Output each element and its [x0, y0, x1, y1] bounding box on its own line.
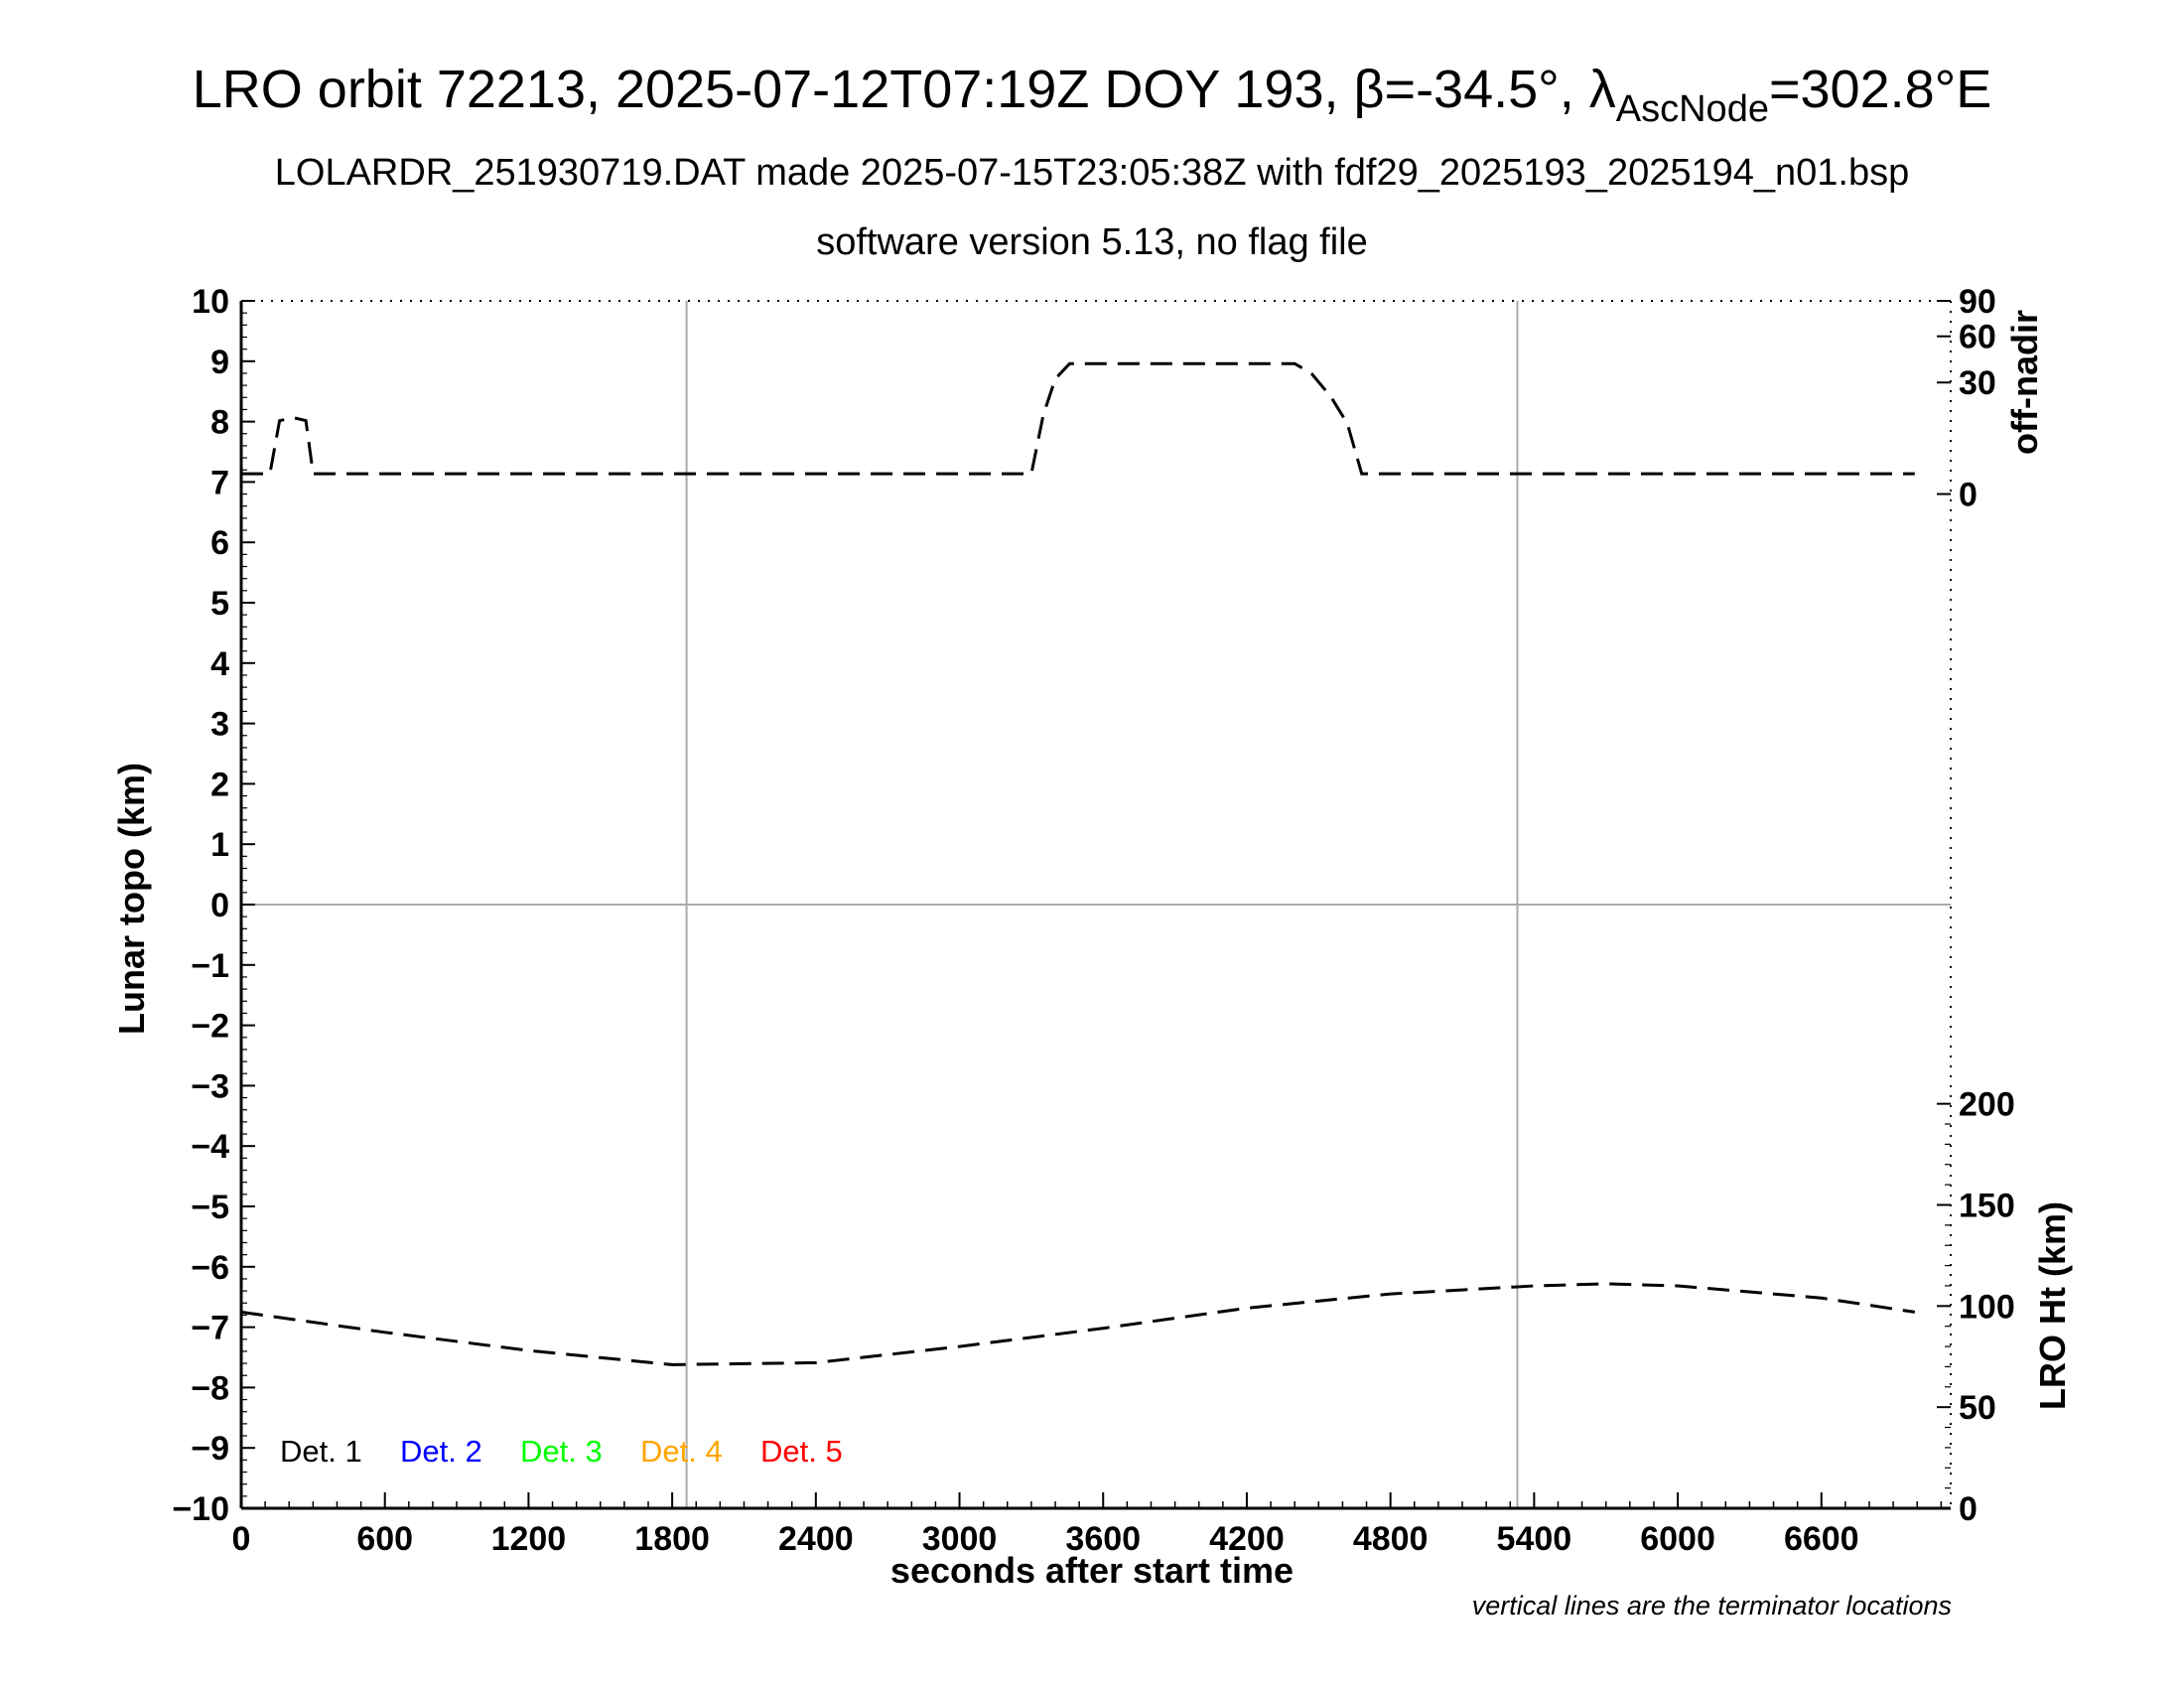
y-tick-label: −9	[191, 1430, 229, 1468]
series-layer	[240, 361, 1916, 1366]
lro-ht-series	[240, 1282, 1916, 1366]
y-tick-label: −1	[191, 947, 229, 985]
off-nadir-tick-label: 90	[1959, 283, 1996, 321]
y-tick-label: −7	[191, 1310, 229, 1347]
y-tick-label: 3	[210, 706, 229, 744]
off-nadir-tick-label: 60	[1959, 319, 1996, 356]
chart-title: LRO orbit 72213, 2025-07-12T07:19Z DOY 1…	[193, 60, 1992, 130]
off-nadir-series	[241, 361, 1915, 476]
x-tick-label: 2400	[778, 1520, 854, 1558]
y-tick-label: 9	[210, 344, 229, 381]
y-tick-label: 2	[210, 766, 229, 803]
x-tick-label: 3600	[1065, 1520, 1141, 1558]
legend-entry-det-1: Det. 1	[280, 1434, 362, 1469]
y-tick-label: 8	[210, 404, 229, 442]
y-tick-label: 7	[210, 464, 229, 501]
y-tick-label: −5	[191, 1189, 229, 1226]
x-tick-label: 4800	[1353, 1520, 1429, 1558]
lro-ht-tick-label: 50	[1959, 1389, 1996, 1427]
x-tick-label: 4200	[1209, 1520, 1285, 1558]
x-tick-label: 1800	[634, 1520, 710, 1558]
x-tick-label: 6600	[1784, 1520, 1859, 1558]
lro-ht-axis-label: LRO Ht (km)	[2032, 1201, 2073, 1410]
legend-entry-det-5: Det. 5	[760, 1434, 843, 1469]
y-tick-label: −4	[191, 1128, 229, 1166]
y-tick-label: 1	[210, 826, 229, 864]
legend-entry-det-4: Det. 4	[640, 1434, 723, 1469]
off-nadir-tick-label: 30	[1959, 364, 1996, 402]
title-suffix: =302.8°E	[1769, 60, 1991, 119]
lro-ht-tick-label: 100	[1959, 1288, 2015, 1326]
title-subscript: AscNode	[1616, 88, 1769, 130]
off-nadir-tick-label: 0	[1959, 477, 1978, 514]
y-tick-label: −10	[172, 1490, 229, 1528]
y-tick-label: 4	[210, 645, 229, 683]
lro-ht-tick-label: 150	[1959, 1187, 2015, 1224]
y-tick-label: 10	[192, 283, 229, 321]
x-axis-label: seconds after start time	[890, 1550, 1294, 1591]
grid-layer	[241, 301, 1951, 1508]
x-tick-label: 0	[232, 1520, 251, 1558]
y-tick-label: −3	[191, 1067, 229, 1105]
chart-subtitle-1: LOLARDR_251930719.DAT made 2025-07-15T23…	[275, 152, 1910, 194]
tick-layer	[240, 300, 1951, 1509]
x-tick-label: 3000	[922, 1520, 998, 1558]
y-tick-label: 5	[210, 585, 229, 623]
y-axis-label: Lunar topo (km)	[111, 763, 152, 1035]
label-layer: 0 600 1200 1800 2400 3000 3600 4200 4800 5400 6000…	[172, 283, 2014, 1558]
x-tick-label: 600	[356, 1520, 413, 1558]
x-tick-label: 5400	[1497, 1520, 1572, 1558]
off-nadir-axis-label: off-nadir	[2004, 310, 2045, 455]
legend-entry-det-2: Det. 2	[400, 1434, 482, 1469]
terminator-note: vertical lines are the terminator locati…	[1472, 1591, 1952, 1620]
y-tick-label: −6	[191, 1249, 229, 1287]
y-tick-label: −2	[191, 1008, 229, 1046]
y-tick-label: 6	[210, 524, 229, 562]
y-tick-label: 0	[210, 887, 229, 924]
lro-ht-tick-label: 0	[1959, 1490, 1978, 1528]
y-tick-label: −8	[191, 1369, 229, 1407]
lro-ht-tick-label: 200	[1959, 1086, 2015, 1124]
legend-entry-det-3: Det. 3	[520, 1434, 603, 1469]
chart-subtitle-2: software version 5.13, no flag file	[816, 221, 1368, 263]
x-tick-label: 1200	[491, 1520, 567, 1558]
x-tick-label: 6000	[1640, 1520, 1715, 1558]
